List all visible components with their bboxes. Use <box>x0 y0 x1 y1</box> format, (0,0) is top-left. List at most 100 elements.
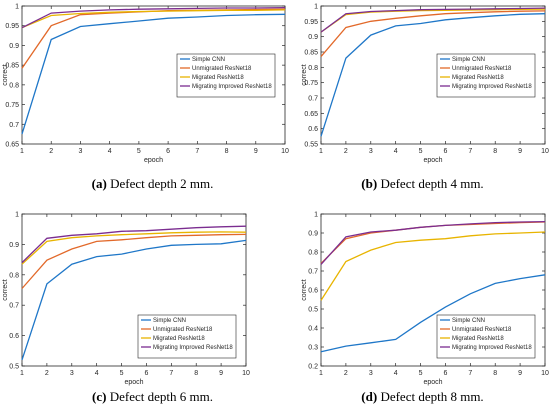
chart-b: 0.55 0.6 0.65 0.7 0.75 0.8 0.85 0.9 0.95 1 1 2 3 4 5 6 7… <box>301 4 549 165</box>
x-tick-label-c-4: 5 <box>120 370 124 377</box>
series-line-b-1 <box>320 10 546 58</box>
x-axis-label-a: epoch <box>144 157 163 164</box>
x-tick-label-a-8: 9 <box>254 148 258 155</box>
x-tick-label-a-3: 4 <box>108 148 112 155</box>
y-tick-label-b-6: 0.85 <box>304 50 318 57</box>
legend-box-d <box>436 314 536 359</box>
y-tick-label-c-5: 1 <box>15 212 19 219</box>
y-axis-label-a: correct <box>2 64 9 85</box>
series-line-b-2 <box>320 8 546 33</box>
legend-label-b-0: Simple CNN <box>452 57 485 63</box>
x-tick-label-c-9: 10 <box>242 370 250 377</box>
x-tick-label-b-4: 5 <box>419 148 423 155</box>
caption-a-letter: (a) <box>91 176 107 191</box>
series-line-d-3 <box>320 220 546 265</box>
legend-a: Simple CNN Unmigrated ResNet18 Migrated Re… <box>176 53 276 98</box>
legend-label-d-0: Simple CNN <box>452 318 485 324</box>
x-tick-label-a-7: 8 <box>225 148 229 155</box>
caption-c: (c) Defect depth 6 mm. <box>20 389 285 405</box>
x-tick-label-d-7: 8 <box>493 370 497 377</box>
y-tick-label-b-0: 0.55 <box>304 142 318 149</box>
y-tick-label-b-9: 1 <box>314 4 318 11</box>
x-tick-label-b-9: 10 <box>541 148 549 155</box>
y-tick-label-d-0: 0.2 <box>308 364 318 371</box>
x-tick-label-b-1: 2 <box>344 148 348 155</box>
x-tick-label-c-5: 6 <box>144 370 148 377</box>
y-tick-label-b-8: 0.95 <box>304 19 318 26</box>
y-tick-label-a-6: 0.95 <box>5 23 19 30</box>
series-line-a-0 <box>21 13 286 135</box>
x-tick-label-c-3: 4 <box>95 370 99 377</box>
legend-label-b-2: Migrated ResNet18 <box>452 75 504 81</box>
legend-box-c <box>137 314 237 359</box>
y-tick-label-a-7: 1 <box>15 4 19 11</box>
caption-a: (a) Defect depth 2 mm. <box>20 176 285 192</box>
series-line-c-2 <box>21 231 247 265</box>
series-line-c-1 <box>21 233 247 289</box>
legend-label-d-3: Migrating Improved ResNet18 <box>452 345 532 351</box>
x-tick-label-d-0: 1 <box>319 370 323 377</box>
y-axis-label-b: correct <box>301 64 308 85</box>
y-tick-label-b-5: 0.8 <box>308 65 318 72</box>
legend-b: Simple CNN Unmigrated ResNet18 Migrated Re… <box>436 53 536 98</box>
legend-label-a-2: Migrated ResNet18 <box>192 75 244 81</box>
series-line-c-0 <box>21 239 247 361</box>
x-tick-label-b-6: 7 <box>468 148 472 155</box>
caption-b: (b) Defect depth 4 mm. <box>295 176 550 192</box>
y-tick-label-d-1: 0.3 <box>308 345 318 352</box>
y-tick-label-c-3: 0.8 <box>9 272 19 279</box>
x-tick-label-a-0: 1 <box>20 148 24 155</box>
x-tick-label-d-1: 2 <box>344 370 348 377</box>
y-tick-label-b-2: 0.65 <box>304 111 318 118</box>
x-tick-label-d-2: 3 <box>369 370 373 377</box>
y-tick-label-d-3: 0.5 <box>308 307 318 314</box>
y-axis-label-d: correct <box>301 279 308 300</box>
y-tick-label-c-4: 0.9 <box>9 242 19 249</box>
y-tick-label-a-3: 0.8 <box>9 82 19 89</box>
series-line-c-3 <box>21 225 247 264</box>
legend-label-a-3: Migrating Improved ResNet18 <box>192 84 272 90</box>
x-tick-label-a-5: 6 <box>166 148 170 155</box>
legend-label-d-2: Migrated ResNet18 <box>452 336 504 342</box>
x-axis-label-c: epoch <box>124 379 143 386</box>
y-tick-label-d-5: 0.7 <box>308 269 318 276</box>
caption-d-letter: (d) <box>361 389 378 404</box>
y-tick-label-c-2: 0.7 <box>9 303 19 310</box>
legend-box-b <box>436 53 536 98</box>
caption-a-text: Defect depth 2 mm. <box>106 176 214 191</box>
legend-label-b-3: Migrating Improved ResNet18 <box>452 84 532 90</box>
x-tick-label-d-5: 6 <box>443 370 447 377</box>
y-tick-label-a-4: 0.85 <box>5 63 19 70</box>
x-tick-label-a-9: 10 <box>281 148 289 155</box>
y-tick-label-a-1: 0.7 <box>9 122 19 129</box>
x-axis-label-b: epoch <box>423 157 442 164</box>
x-tick-label-d-9: 10 <box>541 370 549 377</box>
x-tick-label-d-6: 7 <box>468 370 472 377</box>
legend-label-a-1: Unmigrated ResNet18 <box>192 66 252 72</box>
y-tick-label-b-1: 0.6 <box>308 126 318 133</box>
legend-label-c-1: Unmigrated ResNet18 <box>153 327 213 333</box>
x-tick-label-b-7: 8 <box>493 148 497 155</box>
y-tick-label-c-1: 0.6 <box>9 333 19 340</box>
legend-label-c-3: Migrating Improved ResNet18 <box>153 345 233 351</box>
y-tick-label-d-8: 1 <box>314 212 318 219</box>
x-tick-label-a-4: 5 <box>137 148 141 155</box>
y-tick-label-d-6: 0.8 <box>308 250 318 257</box>
y-tick-label-b-7: 0.9 <box>308 34 318 41</box>
y-tick-label-b-3: 0.7 <box>308 96 318 103</box>
caption-b-text: Defect depth 4 mm. <box>377 176 484 191</box>
x-tick-label-b-3: 4 <box>394 148 398 155</box>
caption-d-text: Defect depth 8 mm. <box>377 389 484 404</box>
x-tick-label-b-0: 1 <box>319 148 323 155</box>
y-tick-label-c-0: 0.5 <box>9 364 19 371</box>
caption-b-letter: (b) <box>361 176 378 191</box>
x-tick-label-c-7: 8 <box>194 370 198 377</box>
legend-label-d-1: Unmigrated ResNet18 <box>452 327 512 333</box>
x-tick-label-b-2: 3 <box>369 148 373 155</box>
legend-label-c-0: Simple CNN <box>153 318 186 324</box>
series-line-b-0 <box>320 13 546 137</box>
x-tick-label-d-4: 5 <box>419 370 423 377</box>
series-line-d-2 <box>320 231 546 301</box>
legend-d: Simple CNN Unmigrated ResNet18 Migrated Re… <box>436 314 536 359</box>
legend-label-a-0: Simple CNN <box>192 57 225 63</box>
